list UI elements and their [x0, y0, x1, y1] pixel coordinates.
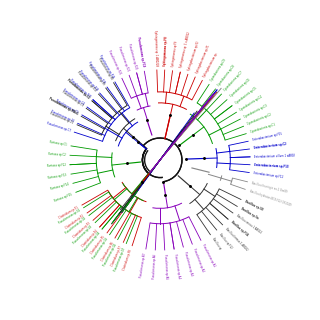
Text: Sphingobacterium sp.: Sphingobacterium sp.	[203, 51, 219, 77]
Text: Pseudomonas sp.A7: Pseudomonas sp.A7	[139, 253, 147, 278]
Text: Clostridium sp.F6: Clostridium sp.F6	[100, 241, 115, 262]
Text: Enterobacterium sp.F12: Enterobacterium sp.F12	[253, 171, 284, 179]
Text: Cyanobacteria sp.C7: Cyanobacteria sp.C7	[223, 71, 244, 92]
Text: Clostridium sp.F7: Clostridium sp.F7	[111, 245, 124, 267]
Text: Pseudomonas sp.G7: Pseudomonas sp.G7	[113, 247, 126, 272]
Text: Bacillus fermus 1 AB022: Bacillus fermus 1 AB022	[224, 227, 248, 252]
Text: Pseudomonas sp.A5: Pseudomonas sp.A5	[163, 254, 168, 280]
Text: Pseudomonas sp.C6: Pseudomonas sp.C6	[50, 109, 75, 124]
Text: Clostridium sp.F3: Clostridium sp.F3	[72, 222, 91, 239]
Text: Pantoea sp.F13: Pantoea sp.F13	[48, 173, 67, 180]
Text: Sphingomonas sp.F8: Sphingomonas sp.F8	[163, 36, 169, 66]
Text: Clostridium sp.F2: Clostridium sp.F2	[65, 214, 85, 230]
Text: Pseudomonas sp.C2: Pseudomonas sp.C2	[66, 78, 90, 100]
Text: Pseudomonas sp.G6: Pseudomonas sp.G6	[102, 243, 117, 267]
Text: Cyanobacteria sp.C4: Cyanobacteria sp.C4	[239, 94, 263, 112]
Text: Clostridium sp.F5: Clostridium sp.F5	[90, 235, 106, 255]
Text: Pseudomonas sp.F27: Pseudomonas sp.F27	[69, 78, 91, 98]
Text: Pantoea sp.F14: Pantoea sp.F14	[50, 182, 69, 191]
Text: Pseudomonas sp.F20: Pseudomonas sp.F20	[127, 43, 138, 69]
Text: Bacillus sp.58: Bacillus sp.58	[244, 200, 264, 212]
Text: Pseudomonas sp.F24: Pseudomonas sp.F24	[98, 54, 115, 79]
Text: Pseudomonas sp.A4: Pseudomonas sp.A4	[173, 253, 181, 278]
Text: Pseudomonas sp.A1: Pseudomonas sp.A1	[201, 243, 216, 268]
Text: Bacillus sp.F34: Bacillus sp.F34	[230, 220, 249, 238]
Text: Pseudomonas sp.G2: Pseudomonas sp.G2	[64, 217, 87, 235]
Text: Clostridium sp.F8: Clostridium sp.F8	[122, 249, 133, 271]
Text: Cyanobacteria sp.C2: Cyanobacteria sp.C2	[247, 113, 272, 126]
Text: Pseudomonas sp.A6: Pseudomonas sp.A6	[152, 254, 157, 279]
Text: Cyanobacteria sp.C5: Cyanobacteria sp.C5	[234, 86, 257, 105]
Text: Bacillus sp.: Bacillus sp.	[211, 237, 222, 251]
Text: Bacillus hydratus BCS F22 OR2049: Bacillus hydratus BCS F22 OR2049	[249, 189, 291, 207]
Text: Pseudomonas sp.F22: Pseudomonas sp.F22	[107, 50, 122, 75]
Text: Bacillus cereus 1 AB022: Bacillus cereus 1 AB022	[235, 214, 262, 235]
Text: Pseudomonas sp.G5: Pseudomonas sp.G5	[92, 237, 109, 260]
Text: Pseudomonas sp.F25: Pseudomonas sp.F25	[87, 61, 106, 85]
Text: Cyanobacteria sp.C1: Cyanobacteria sp.C1	[250, 123, 276, 134]
Text: Pantoea sp.F15: Pantoea sp.F15	[53, 192, 73, 203]
Text: Pantoea sp.C2: Pantoea sp.C2	[48, 152, 66, 157]
Text: Sphingomonas sp.F9: Sphingomonas sp.F9	[171, 40, 179, 67]
Text: Clostridium sp.F1: Clostridium sp.F1	[58, 205, 79, 220]
Text: Enterobacterium villum 1 xAB02: Enterobacterium villum 1 xAB02	[254, 153, 295, 159]
Text: Pseudomonas sp.A2: Pseudomonas sp.A2	[192, 247, 205, 272]
Text: Pseudomonas sp.F10: Pseudomonas sp.F10	[76, 70, 97, 92]
Text: Pseudomonas sp.F21: Pseudomonas sp.F21	[117, 46, 130, 72]
Text: Cyanobacteria sp.C9: Cyanobacteria sp.C9	[210, 58, 227, 82]
Text: Enterobacterium sp.F13: Enterobacterium sp.F13	[254, 163, 289, 169]
Text: Pantoea sp.C1: Pantoea sp.C1	[49, 140, 67, 147]
Text: Sphingobacterium sp.F2: Sphingobacterium sp.F2	[187, 40, 201, 71]
Text: Sphingobacterium sp.F1: Sphingobacterium sp.F1	[195, 44, 211, 74]
Text: Clostridium sp.F4: Clostridium sp.F4	[81, 229, 98, 248]
Text: Pseudomonas sp.G4: Pseudomonas sp.G4	[82, 231, 101, 253]
Text: Pseudomonas sp.F19: Pseudomonas sp.F19	[136, 37, 146, 67]
Text: Pseudomonas sp.C7: Pseudomonas sp.C7	[46, 121, 71, 133]
Text: Pseudomonas sp.C3: Pseudomonas sp.C3	[61, 90, 84, 108]
Text: Pseudomonas sp.C5: Pseudomonas sp.C5	[49, 111, 74, 125]
Text: Cyanobacteria sp.C3: Cyanobacteria sp.C3	[243, 104, 268, 119]
Text: Pseudomonas sp.M4x1: Pseudomonas sp.M4x1	[48, 97, 78, 116]
Text: Pseudomonas sp.C5: Pseudomonas sp.C5	[55, 99, 79, 115]
Text: Pseudomonas sp.F8: Pseudomonas sp.F8	[97, 57, 113, 80]
Text: Bacillus sp.F12: Bacillus sp.F12	[218, 232, 233, 249]
Text: Pseudomonas sp.A3: Pseudomonas sp.A3	[182, 251, 193, 276]
Text: Pantoea sp.F12: Pantoea sp.F12	[47, 163, 66, 168]
Text: Bacillus sp.5a: Bacillus sp.5a	[240, 207, 259, 220]
Text: Pseudomonas sp.F26: Pseudomonas sp.F26	[78, 69, 98, 91]
Text: Cyanobacteria sp.C8: Cyanobacteria sp.C8	[217, 64, 236, 87]
Text: Enterobacterium sp.C2: Enterobacterium sp.C2	[253, 142, 287, 150]
Text: Pseudomonas sp.F9: Pseudomonas sp.F9	[87, 64, 105, 86]
Text: Cyanobacteria sp.C6: Cyanobacteria sp.C6	[229, 78, 251, 98]
Text: Pseudomonas sp.G1: Pseudomonas sp.G1	[57, 208, 81, 225]
Text: Bacillus thuringie no.1 Ore89: Bacillus thuringie no.1 Ore89	[251, 181, 288, 194]
Text: Pseudomonas sp.C4: Pseudomonas sp.C4	[62, 88, 85, 106]
Text: Pseudomonas sp.G3: Pseudomonas sp.G3	[73, 224, 93, 244]
Text: Sphingomonas sp. 1 AB0228: Sphingomonas sp. 1 AB0228	[154, 29, 159, 66]
Text: Sphingomonas sp. 1 x AB022: Sphingomonas sp. 1 x AB022	[179, 32, 191, 68]
Text: Enterobacterium sp.F15: Enterobacterium sp.F15	[252, 132, 282, 142]
